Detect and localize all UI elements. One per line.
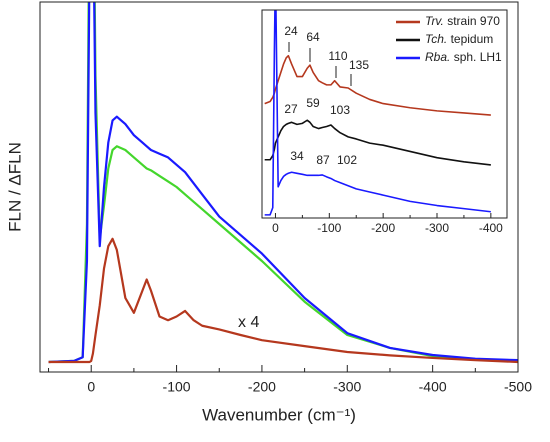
x-tick-label: -200 (371, 221, 395, 235)
peak-label: 64 (306, 30, 320, 44)
legend-label: Trv. strain 970 (425, 14, 500, 28)
x-tick-label: -500 (504, 379, 532, 395)
x-axis-label: Wavenumber (cm⁻¹) (202, 405, 356, 424)
plot-frame (39, 1, 519, 373)
peak-label: 135 (349, 58, 369, 72)
series-line (264, 54, 491, 116)
x-tick-label: 0 (87, 379, 95, 395)
peak-label: 87 (316, 153, 330, 167)
series-line (48, 2, 518, 364)
x-tick-label: -100 (317, 221, 341, 235)
series-line (48, 2, 518, 364)
annotation: x 4 (238, 314, 259, 331)
plot-area (264, 10, 491, 216)
peak-label: 110 (328, 49, 347, 63)
series-line (264, 10, 491, 216)
peak-label: 24 (284, 24, 298, 38)
peak-label: 59 (306, 96, 320, 110)
peak-label: 103 (330, 103, 350, 117)
x-tick-label: -100 (163, 379, 191, 395)
series-line (48, 237, 518, 364)
x-tick-label: -300 (425, 221, 449, 235)
peak-label: 102 (337, 153, 357, 167)
x-tick-label: -200 (248, 379, 276, 395)
x-tick-label: -400 (419, 379, 447, 395)
legend-label: Rba. sph. LH1 (425, 50, 502, 64)
plot-frame (261, 9, 508, 219)
y-axis-label: FLN / ΔFLN (5, 142, 24, 232)
legend-label: Tch. tepidum (425, 32, 493, 46)
plot-area (48, 2, 518, 364)
x-tick-label: -300 (333, 379, 361, 395)
peak-label: 34 (290, 149, 304, 163)
peak-label: 27 (284, 102, 298, 116)
inset-background (262, 10, 507, 218)
x-tick-label: -400 (479, 221, 503, 235)
x-tick-label: 0 (272, 221, 279, 235)
